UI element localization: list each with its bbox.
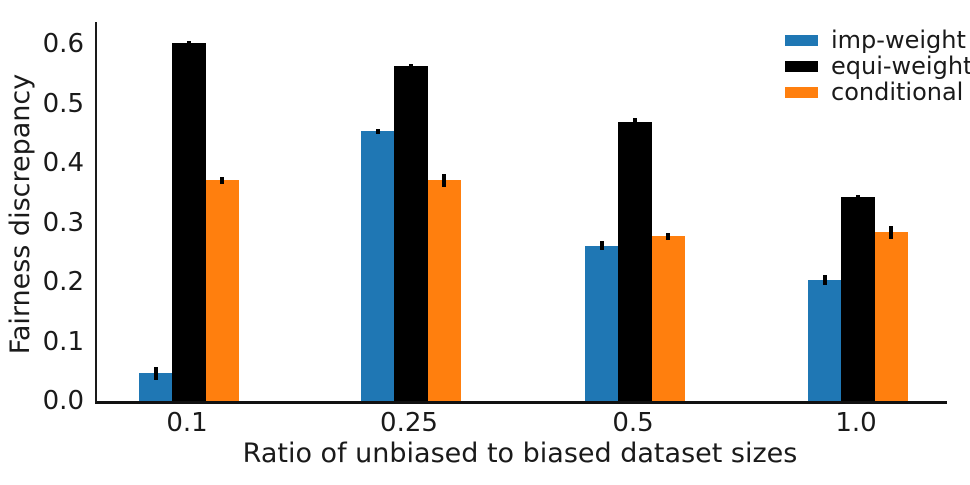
legend-label: conditional [831,78,964,106]
legend-item-conditional: conditional [785,78,970,106]
error-bar-equi-weight-1.0 [856,194,860,200]
error-bar-conditional-0.1 [220,176,225,184]
bar-equi-weight-0.5 [618,121,652,401]
error-bar-conditional-0.5 [666,232,671,240]
legend-label: equi-weight [831,52,970,80]
legend-label: imp-weight [831,26,966,54]
error-bar-imp-weight-0.1 [153,366,158,380]
bar-equi-weight-0.25 [394,66,428,401]
bar-conditional-0.25 [427,180,461,401]
x-tick-label: 0.1 [166,408,208,438]
error-bar-equi-weight-0.1 [187,41,191,46]
x-tick-label: 1.0 [835,408,877,438]
legend-swatch-icon [785,61,818,72]
error-bar-conditional-0.25 [442,173,447,187]
legend-swatch-icon [785,35,818,46]
legend-item-equi-weight: equi-weight [785,52,970,80]
y-tick-label: 0.4 [42,148,84,178]
bar-imp-weight-1.0 [808,280,842,401]
bar-equi-weight-1.0 [841,196,875,401]
bar-conditional-0.1 [205,180,239,401]
legend-swatch-icon [785,87,818,98]
error-bar-equi-weight-0.25 [409,63,413,69]
bar-imp-weight-0.25 [361,131,395,401]
error-bar-imp-weight-0.5 [599,240,604,251]
plot-area [95,22,947,404]
bar-equi-weight-0.1 [172,43,206,401]
legend-item-imp-weight: imp-weight [785,26,970,54]
bar-conditional-0.5 [651,236,685,401]
error-bar-equi-weight-0.5 [633,118,637,126]
y-tick-label: 0.5 [42,88,84,119]
x-axis-label: Ratio of unbiased to biased dataset size… [242,438,798,469]
bar-conditional-1.0 [874,232,908,401]
y-tick-label: 0.1 [42,326,84,357]
x-tick-label: 0.25 [380,408,438,438]
y-tick-label: 0.2 [42,267,84,297]
error-bar-conditional-1.0 [889,225,894,239]
legend: imp-weight equi-weight conditional [785,26,970,106]
error-bar-imp-weight-0.25 [375,129,380,134]
y-tick-label: 0.0 [42,386,84,416]
x-tick-label: 0.5 [612,408,654,438]
error-bar-imp-weight-1.0 [822,275,827,285]
bar-imp-weight-0.5 [585,245,619,401]
y-tick-label: 0.6 [42,29,84,59]
y-tick-label: 0.3 [42,207,84,238]
